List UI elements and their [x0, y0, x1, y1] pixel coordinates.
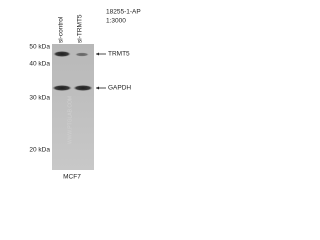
band [75, 52, 89, 57]
cell-line: MCF7 [63, 174, 81, 181]
band [73, 85, 93, 91]
marker-label: 20 kDa [29, 147, 50, 154]
band [53, 51, 71, 57]
band [52, 85, 72, 91]
antibody-dilution: 1:3000 [106, 18, 126, 25]
blot-membrane [52, 44, 94, 170]
marker-label: 40 kDa [29, 61, 50, 68]
blot-figure: 18255-1-AP 1:3000 si-control si-TRMT5 WW… [29, 9, 141, 181]
marker-label: 30 kDa [29, 95, 50, 102]
lane-label: si-TRMT5 [77, 14, 84, 43]
watermark: WWW.PTGLAB.COM [67, 96, 73, 144]
marker-label: 50 kDa [29, 44, 50, 51]
band-label: GAPDH [108, 85, 131, 92]
band-arrow [96, 52, 106, 56]
band-arrow [96, 86, 106, 90]
lane-label: si-control [58, 16, 65, 43]
antibody-catalog: 18255-1-AP [106, 9, 141, 16]
band-label: TRMT5 [108, 51, 130, 58]
